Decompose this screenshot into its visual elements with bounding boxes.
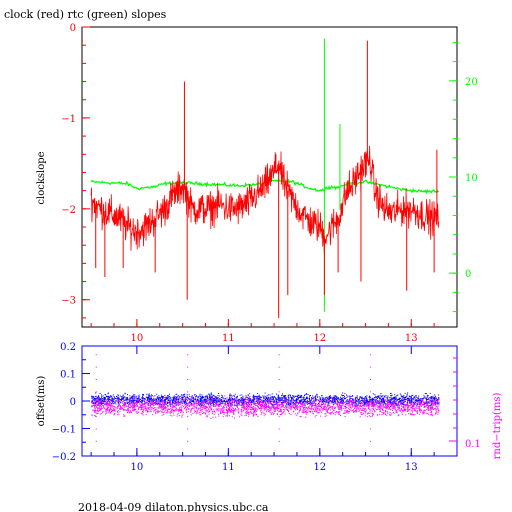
left-tick-label: 0 [70, 23, 76, 34]
bottom-x-tick-label: 13 [405, 462, 418, 473]
top-series [90, 38, 440, 318]
top-chart: 0 −1 −2 −3 20 10 0 10 11 12 13 clockslope [36, 23, 478, 344]
right-tick-label: 20 [465, 77, 478, 88]
round-trip-outlier [370, 440, 372, 442]
bottom-left-axis: 0.2 0.1 0 −0.1 −0.2 [52, 342, 90, 463]
round-trip-outlier [278, 391, 280, 393]
bottom-right-axis-label: rnd−trip(ms) [492, 392, 503, 459]
bottom-left-tick-label: 0.2 [60, 342, 76, 353]
round-trip-outlier [278, 366, 280, 368]
round-trip-outlier [95, 391, 97, 393]
bottom-x-tick-label: 12 [313, 462, 326, 473]
bottom-series [91, 354, 440, 442]
round-trip-outlier [187, 366, 189, 368]
round-trip-outlier [278, 440, 280, 442]
round-trip-outlier [278, 416, 280, 418]
round-trip-outlier [95, 379, 97, 380]
round-trip-outlier [187, 428, 189, 430]
left-tick-label: −1 [61, 114, 76, 125]
bottom-y-axis-label: offset(ms) [36, 376, 47, 427]
round-trip-outlier [278, 379, 280, 380]
bottom-left-tick-label: 0.1 [60, 370, 76, 381]
footer-text: 2018-04-09 dilaton.physics.ubc.ca [78, 501, 269, 512]
round-trip-outlier [95, 403, 97, 405]
round-trip-outlier [370, 403, 372, 405]
bottom-left-tick-label: −0.2 [52, 452, 76, 463]
right-tick-label: 0 [465, 269, 471, 280]
bottom-right-axis: 0.1 [449, 357, 481, 450]
round-trip-outlier [370, 354, 372, 356]
round-trip-outlier [187, 416, 189, 418]
round-trip-outlier [187, 440, 189, 442]
round-trip-outlier [278, 403, 280, 405]
round-trip-outlier [95, 416, 97, 418]
round-trip-outlier [95, 366, 97, 368]
top-right-axis: 20 10 0 [449, 41, 478, 313]
bottom-x-tick-label: 11 [222, 462, 235, 473]
right-tick-label: 10 [465, 173, 478, 184]
round-trip-outlier [187, 379, 189, 380]
bottom-x-tick-label: 10 [131, 462, 144, 473]
offset-points [91, 392, 440, 409]
round-trip-outlier [370, 366, 372, 368]
clock-slope-line [90, 145, 440, 253]
top-y-axis-label: clockslope [36, 151, 47, 204]
round-trip-outlier [95, 428, 97, 430]
round-trip-outlier [278, 428, 280, 430]
round-trip-outlier [95, 354, 97, 356]
x-tick-label: 11 [222, 333, 235, 344]
round-trip-outlier [187, 354, 189, 356]
x-tick-label: 13 [405, 333, 418, 344]
round-trip-outlier [95, 440, 97, 442]
left-tick-label: −2 [61, 205, 76, 216]
bottom-left-tick-label: 0 [70, 397, 76, 408]
round-trip-outlier [370, 391, 372, 393]
bottom-chart: 0.20.10−0.1−0.2 0.1 10 11 12 13 offset(ms) … [36, 342, 503, 473]
left-tick-label: −3 [61, 296, 76, 307]
round-trip-outlier [370, 379, 372, 380]
round-trip-points [91, 394, 440, 419]
top-x-axis: 10 11 12 13 [90, 319, 435, 344]
round-trip-outlier [187, 391, 189, 393]
round-trip-outlier [278, 354, 280, 356]
bottom-right-tick-label: 0.1 [465, 439, 481, 450]
round-trip-outlier [370, 416, 372, 418]
bottom-x-axis: 10 11 12 13 [90, 346, 435, 473]
x-tick-label: 10 [131, 333, 144, 344]
round-trip-outlier [187, 403, 189, 405]
bottom-left-tick-label: −0.1 [52, 425, 76, 436]
x-tick-label: 12 [313, 333, 326, 344]
top-chart-title: clock (red) rtc (green) slopes [4, 8, 167, 21]
top-left-axis: 0 −1 −2 −3 [61, 23, 90, 319]
round-trip-outlier [370, 428, 372, 430]
